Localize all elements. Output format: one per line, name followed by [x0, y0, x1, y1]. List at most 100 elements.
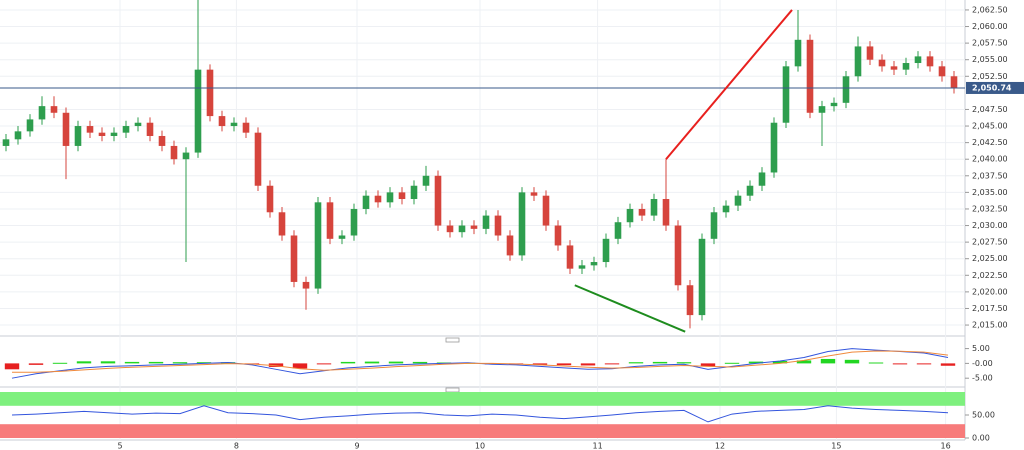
candle-body — [482, 215, 490, 229]
y-tick-label: 2,025.00 — [972, 254, 1008, 263]
panel-handle[interactable] — [445, 337, 460, 343]
candle-body — [98, 132, 106, 136]
candle-body — [890, 66, 898, 70]
indicator-line — [11, 405, 949, 423]
last-price-label: 2,050.74 — [972, 83, 1012, 92]
candle-body — [686, 285, 694, 316]
candle-body — [446, 225, 454, 233]
candle-body — [14, 131, 22, 140]
y-tick-label: 2,040.00 — [972, 155, 1008, 164]
candle-body — [518, 192, 526, 256]
histogram-bar — [916, 363, 932, 365]
candle-body — [74, 126, 82, 146]
candle-body — [662, 199, 670, 226]
candle-body — [842, 76, 850, 103]
trend-line — [574, 284, 686, 333]
histogram-bar — [388, 361, 404, 364]
candle-body — [110, 132, 118, 136]
panel-handle[interactable] — [445, 387, 460, 393]
candle-body — [494, 215, 502, 236]
candle-body — [854, 46, 862, 77]
candle-body — [242, 122, 250, 133]
candle-body — [50, 106, 58, 113]
candle-body — [134, 122, 142, 127]
histogram-bar — [580, 363, 596, 366]
histogram-bar — [124, 361, 140, 364]
histogram-bar — [868, 362, 884, 364]
histogram-bar — [892, 363, 908, 365]
candle-body — [878, 59, 886, 67]
candle-body — [950, 76, 958, 88]
candle-body — [542, 195, 550, 226]
histogram-bar — [796, 360, 812, 364]
candle-body — [578, 265, 586, 269]
candle-body — [722, 205, 730, 213]
y-tick-label: 2,052.50 — [972, 72, 1008, 81]
y-tick-label: 2,017.50 — [972, 304, 1008, 313]
candle-body — [386, 192, 394, 203]
histogram-bar — [844, 359, 860, 364]
candle-body — [434, 175, 442, 226]
candle-body — [230, 122, 238, 127]
x-tick-label: 12 — [715, 442, 725, 450]
candle-body — [290, 235, 298, 282]
candle-body — [698, 238, 706, 316]
y-tick-label: -0.00 — [972, 359, 993, 368]
histogram-bar — [748, 361, 764, 364]
candle-body — [206, 69, 214, 117]
candle-body — [830, 102, 838, 107]
candle-body — [806, 39, 814, 113]
candle-body — [398, 192, 406, 200]
candle-body — [470, 225, 478, 229]
candle-body — [794, 39, 802, 67]
candle-body — [122, 126, 130, 133]
histogram-bar — [316, 363, 332, 365]
y-tick-label: 2,062.50 — [972, 5, 1008, 14]
histogram-bar — [196, 362, 212, 364]
y-tick-label: 2,022.50 — [972, 271, 1008, 280]
histogram-bar — [724, 362, 740, 364]
trend-line — [665, 9, 793, 160]
histogram-bar — [412, 361, 428, 364]
candle-body — [86, 126, 94, 133]
y-tick-label: 50.00 — [972, 411, 995, 420]
histogram-bar — [364, 361, 380, 364]
candle-body — [458, 225, 466, 233]
candle-body — [926, 56, 934, 67]
candle-body — [758, 172, 766, 186]
candle-body — [302, 281, 310, 289]
candle-body — [350, 208, 358, 236]
candle-body — [650, 199, 658, 216]
y-tick-label: 2,047.50 — [972, 105, 1008, 114]
candle-body — [146, 122, 154, 136]
candle-body — [278, 212, 286, 236]
y-tick-label: 2,037.50 — [972, 171, 1008, 180]
candle-body — [614, 222, 622, 239]
histogram-bar — [700, 363, 716, 367]
histogram-bar — [652, 361, 668, 364]
histogram-bar — [52, 362, 68, 364]
candle-body — [770, 122, 778, 173]
candle-body — [38, 106, 46, 120]
histogram-bar — [532, 363, 548, 365]
candle-body — [158, 135, 166, 146]
histogram-bar — [340, 361, 356, 364]
candle-body — [554, 225, 562, 246]
candle-body — [866, 46, 874, 60]
y-tick-label: 2,042.50 — [972, 138, 1008, 147]
last-price-box — [966, 81, 1024, 94]
candle-body — [674, 225, 682, 286]
candle-body — [254, 132, 262, 186]
y-tick-label: 2,015.00 — [972, 321, 1008, 330]
y-tick-label: 2,032.50 — [972, 204, 1008, 213]
candle-body — [26, 119, 34, 132]
x-tick-label: 16 — [941, 442, 951, 450]
overbought-band — [0, 392, 965, 406]
y-tick-label: 2,045.00 — [972, 122, 1008, 131]
candle-body — [938, 66, 946, 77]
histogram-bar — [76, 361, 92, 364]
candle-body — [62, 112, 70, 146]
candle-body — [602, 238, 610, 263]
y-tick-label: 2,027.50 — [972, 238, 1008, 247]
